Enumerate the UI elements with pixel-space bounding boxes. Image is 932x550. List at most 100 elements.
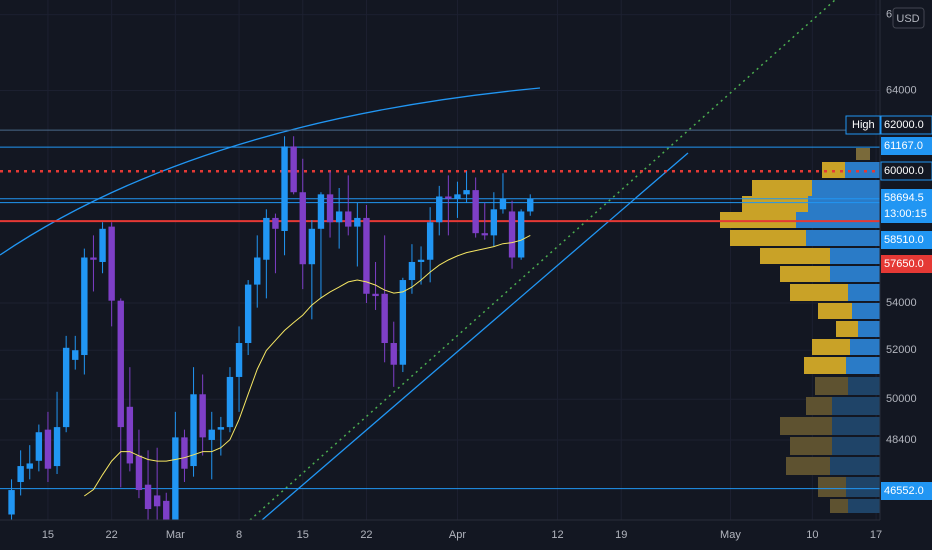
x-tick-label: May xyxy=(720,529,741,541)
profile-row xyxy=(790,437,832,455)
high-tag-label: High xyxy=(852,119,875,131)
x-tick-label: 17 xyxy=(870,529,882,541)
candle-body xyxy=(26,463,33,469)
price-tag-label: 58694.5 xyxy=(884,192,924,204)
candle-body xyxy=(417,259,425,262)
x-tick-label: 10 xyxy=(806,529,818,541)
candle-body xyxy=(144,484,152,510)
profile-row xyxy=(742,196,808,212)
candle-body xyxy=(99,228,106,262)
price-tag-label: 60000.0 xyxy=(884,165,924,177)
candle-body xyxy=(326,194,334,223)
candle-body xyxy=(517,211,525,258)
profile-row xyxy=(852,303,880,319)
candle-body xyxy=(53,427,61,467)
candle-body xyxy=(81,257,88,356)
axis-labels: 6800064000540005200050000484001522Mar815… xyxy=(42,9,917,541)
x-tick-label: 19 xyxy=(615,529,627,541)
profile-row xyxy=(830,248,880,264)
time-axis xyxy=(0,520,932,550)
price-tag-label: 46552.0 xyxy=(884,485,924,497)
moving-average xyxy=(84,234,531,497)
profile-row xyxy=(845,162,880,178)
candle-body xyxy=(472,190,479,234)
profile-row xyxy=(804,357,846,374)
candle-body xyxy=(454,194,461,199)
profile-row xyxy=(806,230,880,246)
profile-row xyxy=(818,477,846,497)
profile-row xyxy=(830,266,880,282)
profile-row xyxy=(780,266,830,282)
profile-row xyxy=(780,417,832,435)
price-tag xyxy=(880,161,932,181)
candle-body xyxy=(363,217,370,294)
dotted-trend-line xyxy=(249,0,836,521)
profile-row xyxy=(815,377,848,395)
candle-body xyxy=(272,217,279,229)
candle-body xyxy=(199,394,206,438)
candle-body xyxy=(508,211,516,258)
high-tag xyxy=(845,115,881,135)
price-tag xyxy=(881,255,932,273)
candle-body xyxy=(153,495,161,507)
candle-body xyxy=(290,146,297,193)
candle-body xyxy=(117,300,124,428)
price-tag xyxy=(881,231,932,249)
candle-body xyxy=(17,466,24,483)
trend-line xyxy=(261,152,689,521)
candle-body xyxy=(445,196,452,199)
candle-body xyxy=(299,192,306,265)
profile-row xyxy=(832,397,880,415)
profile-row xyxy=(752,180,812,196)
profile-row xyxy=(832,417,880,435)
candle-body xyxy=(108,226,115,301)
candle-body xyxy=(190,394,197,467)
price-tag-label: 61167.0 xyxy=(884,140,923,152)
profile-row xyxy=(830,499,848,513)
countdown: 13:00:15 xyxy=(884,208,927,220)
profile-row xyxy=(786,457,830,475)
profile-row xyxy=(790,284,848,301)
candle-body xyxy=(163,500,170,520)
candle-body xyxy=(381,293,388,344)
y-tick-label: 54000 xyxy=(886,297,917,309)
candle-body xyxy=(44,429,52,469)
price-tag xyxy=(880,115,932,135)
candle-body xyxy=(399,280,407,365)
x-tick-label: 8 xyxy=(236,529,242,541)
arc-line xyxy=(0,87,541,256)
candle-body xyxy=(235,343,243,377)
candle-body xyxy=(481,233,488,236)
currency-box[interactable] xyxy=(892,7,925,29)
candle-body xyxy=(254,257,261,285)
x-tick-label: Mar xyxy=(166,529,185,541)
profile-row xyxy=(856,148,870,160)
profile-row xyxy=(818,303,852,319)
profile-row xyxy=(760,248,830,264)
candle-body xyxy=(408,261,416,281)
profile-row xyxy=(836,321,858,337)
price-tag xyxy=(881,137,932,155)
candle-body xyxy=(335,211,343,223)
candle-body xyxy=(244,284,252,344)
currency: USD xyxy=(896,13,919,25)
price-tag-label: 62000.0 xyxy=(884,119,924,131)
candle-body xyxy=(35,432,43,461)
candle-body xyxy=(217,427,225,430)
candle-body xyxy=(208,429,215,440)
candle-body xyxy=(317,194,325,229)
profile-row xyxy=(806,397,832,415)
price-tag xyxy=(881,482,932,500)
candle-body xyxy=(172,437,179,526)
candle-body xyxy=(436,196,443,223)
profile-row xyxy=(796,212,880,228)
profile-row xyxy=(830,457,880,475)
profile-row xyxy=(832,437,880,455)
candle-body xyxy=(72,350,79,360)
x-tick-label: Apr xyxy=(449,529,466,541)
candle-body xyxy=(372,293,379,297)
y-tick-label: 52000 xyxy=(886,344,917,356)
candle-body xyxy=(135,455,143,491)
